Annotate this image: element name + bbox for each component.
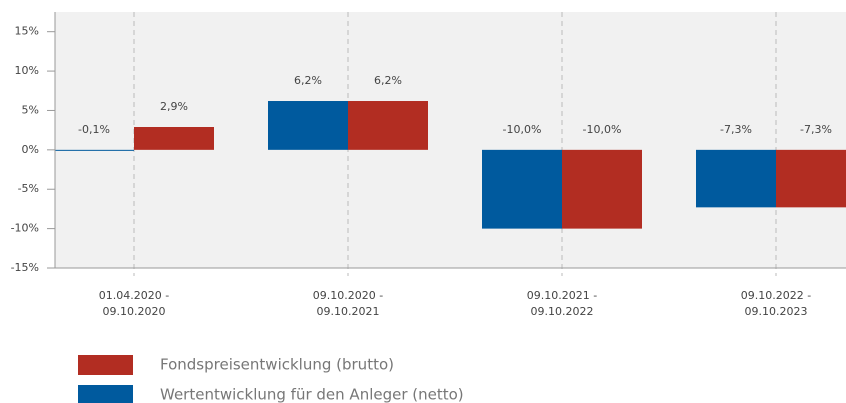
bar [776, 149, 846, 208]
data-label: -7,3% [800, 123, 832, 136]
y-tick-label: -5% [18, 182, 39, 195]
legend-label: Wertentwicklung für den Anleger (netto) [160, 386, 464, 403]
bar [696, 149, 776, 208]
x-tick-label: 09.10.2020 - 09.10.2021 [312, 289, 384, 318]
legend-label: Fondspreisentwicklung (brutto) [160, 356, 394, 374]
data-label: 2,9% [160, 100, 188, 113]
y-tick-label: -15% [11, 261, 39, 274]
bar [482, 149, 562, 229]
bar [134, 127, 214, 150]
bar [348, 101, 428, 150]
bar [268, 101, 348, 150]
x-tick-label: 09.10.2021 - 09.10.2022 [526, 289, 598, 318]
data-label: 6,2% [294, 74, 322, 87]
data-label: -7,3% [720, 123, 752, 136]
legend-swatch [78, 385, 133, 403]
data-label: 6,2% [374, 74, 402, 87]
x-tick-label: 01.04.2020 - 09.10.2020 [98, 289, 170, 318]
bar [562, 149, 642, 229]
legend-swatch [78, 355, 133, 375]
data-label: -10,0% [583, 123, 622, 136]
y-tick-label: -10% [11, 222, 39, 235]
bar [55, 149, 134, 151]
y-tick-label: 5% [22, 103, 39, 116]
y-tick-label: 0% [22, 143, 39, 156]
y-tick-label: 10% [15, 64, 39, 77]
data-label: -10,0% [503, 123, 542, 136]
x-tick-label: 09.10.2022 - 09.10.2023 [740, 289, 812, 318]
data-label: -0,1% [78, 123, 110, 136]
y-tick-label: 15% [15, 25, 39, 38]
